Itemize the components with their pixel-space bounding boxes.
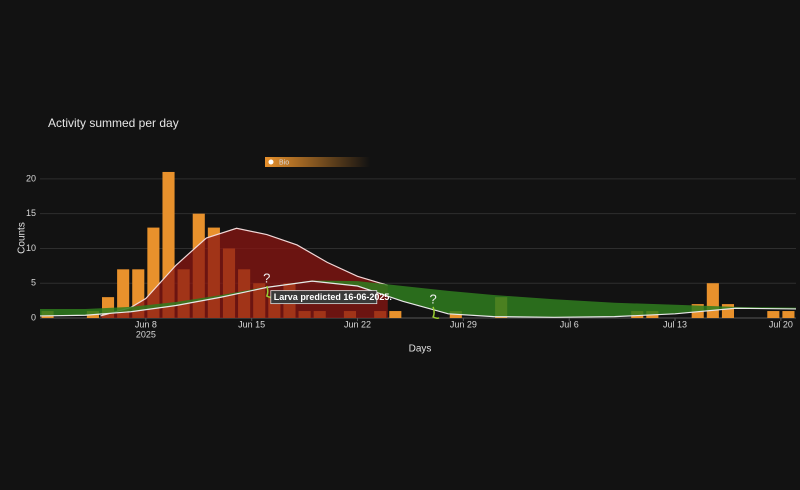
annotation: ? bbox=[263, 270, 270, 285]
chart-title: Activity summed per day bbox=[48, 116, 179, 130]
x-tick-label: Jun 15 bbox=[238, 319, 265, 329]
bar bbox=[767, 311, 780, 318]
bar bbox=[721, 304, 735, 318]
y-tick-label: 0 bbox=[31, 312, 36, 322]
x-year-label: 2025 bbox=[136, 329, 156, 339]
hover-label: Larva predicted 16-06-2025. bbox=[274, 292, 392, 302]
band bbox=[40, 280, 796, 318]
legend-label[interactable]: Bio bbox=[279, 159, 289, 166]
x-tick-label: Jun 8 bbox=[135, 319, 157, 329]
bar bbox=[117, 269, 130, 318]
y-tick-label: 5 bbox=[31, 278, 36, 288]
area-line bbox=[100, 227, 388, 317]
band-line bbox=[39, 280, 797, 318]
annotation: ? bbox=[430, 291, 437, 306]
y-tick-label: 10 bbox=[26, 243, 36, 253]
bar bbox=[706, 283, 719, 318]
x-tick-label: Jul 6 bbox=[560, 319, 579, 329]
x-tick-label: Jul 20 bbox=[769, 319, 793, 329]
bar bbox=[782, 311, 795, 318]
legend-icon bbox=[268, 159, 274, 165]
bar bbox=[389, 311, 402, 318]
x-axis-title: Days bbox=[409, 344, 432, 355]
x-tick-label: Jul 13 bbox=[663, 319, 687, 329]
legend-swatch[interactable] bbox=[265, 157, 370, 167]
x-tick-label: Jun 29 bbox=[450, 319, 477, 329]
marker bbox=[432, 306, 440, 319]
x-tick-label: Jun 22 bbox=[344, 319, 371, 329]
hover-box bbox=[270, 290, 378, 305]
y-tick-label: 15 bbox=[26, 208, 36, 218]
y-tick-label: 20 bbox=[26, 173, 36, 183]
y-axis-title: Counts bbox=[17, 222, 28, 254]
